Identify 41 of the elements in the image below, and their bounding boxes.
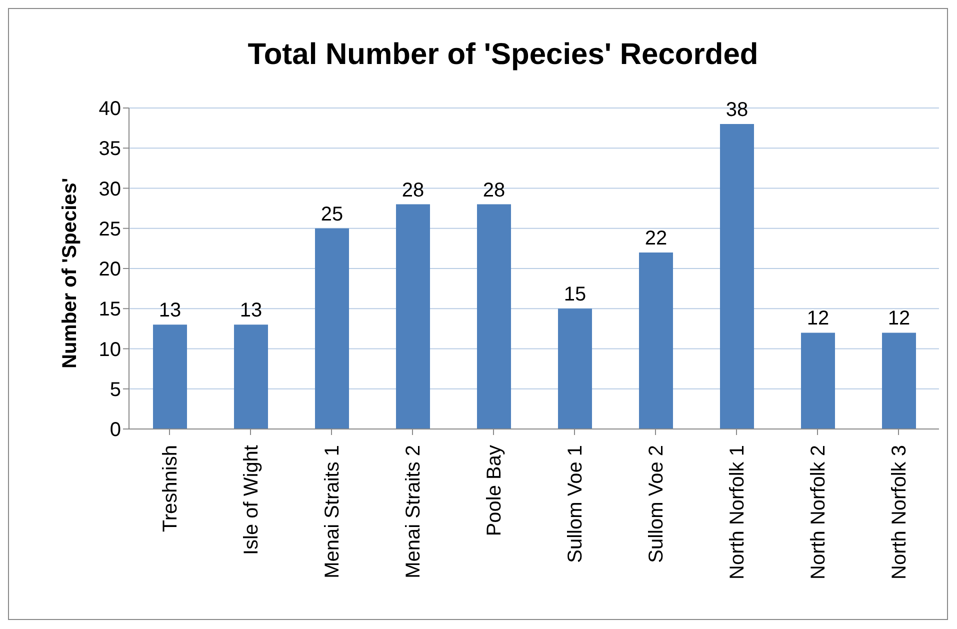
y-tick-label: 35 <box>98 138 121 160</box>
x-tick-label: Menai Straits 2 <box>402 445 424 578</box>
data-label: 28 <box>402 179 424 202</box>
bar <box>234 324 268 429</box>
bar <box>477 204 511 429</box>
data-label: 13 <box>158 300 182 322</box>
data-label: 38 <box>726 99 748 122</box>
x-tick-label: North Norfolk 2 <box>808 445 830 580</box>
y-tick-label: 20 <box>98 258 121 281</box>
y-tick-label: 10 <box>98 338 121 361</box>
bar <box>396 204 430 429</box>
bar <box>801 332 835 429</box>
data-label: 22 <box>644 227 668 250</box>
x-tick-label: North Norfolk 1 <box>726 445 748 580</box>
chart-title: Total Number of 'Species' Recorded <box>246 37 760 73</box>
data-label: 25 <box>320 203 344 226</box>
data-label: 15 <box>564 284 586 306</box>
bar <box>153 324 187 429</box>
data-label: 13 <box>240 300 262 322</box>
y-tick-label: 5 <box>110 378 121 401</box>
x-tick-label: Sullom Voe 2 <box>646 445 668 563</box>
x-tick-label: North Norfolk 3 <box>888 445 910 580</box>
data-label: 28 <box>482 179 506 202</box>
y-tick-label: 15 <box>98 298 121 321</box>
data-label: 12 <box>888 308 910 330</box>
bar <box>315 228 349 429</box>
y-tick-label: 0 <box>110 419 121 442</box>
x-tick-label: Menai Straits 1 <box>322 445 344 578</box>
y-tick-label: 40 <box>98 98 121 120</box>
bar <box>558 308 592 429</box>
x-tick-label: Isle of Wight <box>240 444 262 556</box>
x-tick-label: Poole Bay <box>484 445 506 536</box>
bar <box>720 124 754 429</box>
y-tick-label: 25 <box>98 218 121 240</box>
x-tick-label: Sullom Voe 1 <box>564 445 586 563</box>
x-tick-label: Treshnish <box>160 445 182 532</box>
data-label: 12 <box>806 308 830 330</box>
bar <box>882 332 916 429</box>
bar <box>639 252 673 429</box>
y-tick-label: 30 <box>98 178 121 200</box>
y-axis-title: Number of 'Species' <box>59 178 82 368</box>
